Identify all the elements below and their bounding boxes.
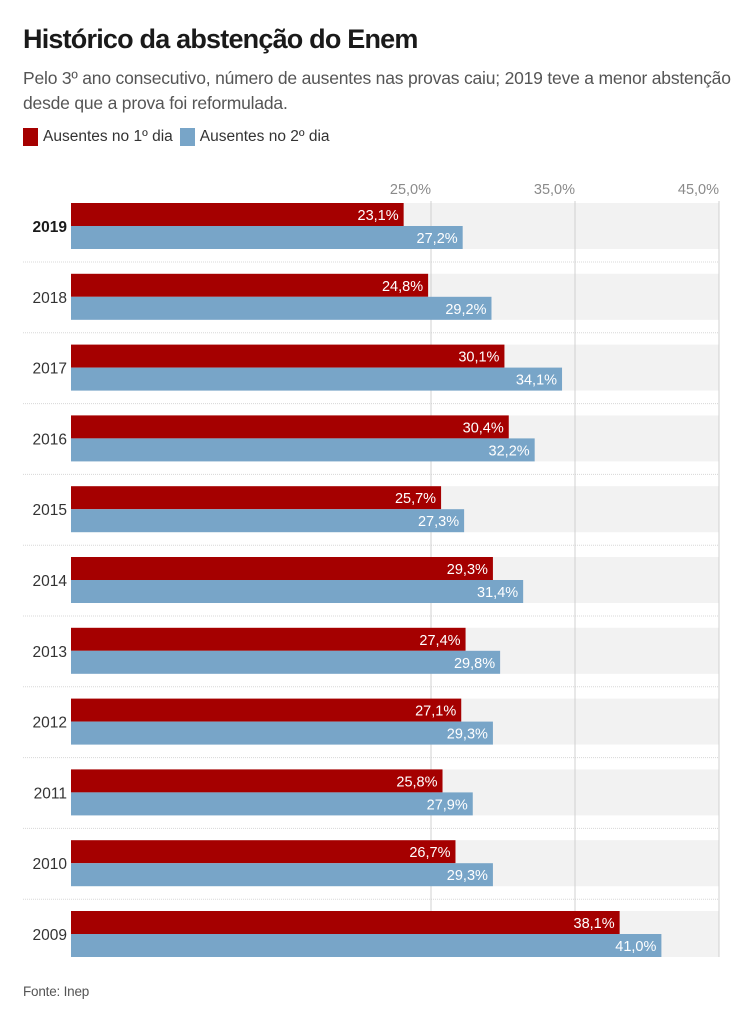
value-label-day2: 29,2%: [445, 302, 486, 318]
bar-day1: [71, 273, 429, 297]
legend-label-day1: Ausentes no 1º dia: [43, 128, 173, 145]
legend-swatch-day2: [179, 128, 195, 146]
value-label-day1: 25,7%: [395, 491, 436, 507]
value-label-day2: 31,4%: [477, 585, 518, 601]
bar-day2: [71, 792, 473, 816]
bar-day2: [71, 580, 524, 603]
x-tick-label: 45,0%: [678, 182, 719, 198]
bar-day1: [71, 486, 442, 510]
value-label-day1: 30,4%: [463, 420, 504, 436]
bar-day1: [71, 911, 620, 934]
bar-day2: [71, 721, 493, 745]
bar-day2: [71, 934, 662, 957]
bar-day1: [71, 415, 509, 439]
legend-label-day2: Ausentes no 2º dia: [199, 128, 330, 145]
bar-day2: [71, 226, 463, 249]
value-label-day1: 24,8%: [382, 279, 423, 295]
value-label-day1: 30,1%: [458, 350, 499, 366]
year-label: 2017: [33, 361, 67, 378]
value-label-day2: 29,8%: [454, 656, 495, 672]
bar-day2: [71, 296, 492, 320]
value-label-day1: 25,8%: [396, 774, 437, 790]
value-label-day2: 34,1%: [516, 373, 557, 389]
value-label-day1: 27,1%: [415, 704, 456, 720]
x-tick-label: 25,0%: [390, 182, 431, 198]
value-label-day2: 41,0%: [615, 939, 656, 955]
bar-day1: [71, 698, 462, 722]
value-label-day1: 27,4%: [419, 633, 460, 649]
value-label-day2: 29,3%: [447, 868, 488, 884]
year-label: 2019: [33, 219, 68, 236]
value-label-day1: 38,1%: [574, 916, 615, 932]
value-label-day1: 23,1%: [358, 208, 399, 224]
bar-day2: [71, 863, 493, 887]
year-label: 2013: [33, 644, 67, 661]
bar-day1: [71, 627, 466, 651]
bar-day1: [71, 203, 404, 226]
year-label: 2014: [33, 573, 68, 590]
bar-day1: [71, 769, 443, 793]
legend-item-day2: Ausentes no 2º dia: [179, 128, 330, 146]
bar-day2: [71, 438, 535, 462]
value-label-day1: 29,3%: [447, 562, 488, 578]
legend-swatch-day1: [23, 128, 38, 146]
x-tick-label: 35,0%: [534, 182, 575, 198]
year-label: 2015: [33, 502, 67, 519]
year-label: 2012: [33, 715, 67, 732]
year-label: 2018: [33, 290, 67, 307]
year-label: 2009: [33, 927, 67, 944]
bar-day2: [71, 650, 501, 674]
bar-day1: [71, 840, 456, 864]
chart-title: Histórico da abstenção do Enem: [23, 24, 418, 54]
value-label-day2: 29,3%: [447, 727, 488, 743]
bar-day2: [71, 509, 465, 533]
value-label-day2: 27,9%: [427, 797, 468, 813]
bar-day1: [71, 344, 505, 368]
value-label-day2: 32,2%: [489, 443, 530, 459]
value-label-day1: 26,7%: [409, 845, 450, 861]
chart-subtitle: Pelo 3º ano consecutivo, número de ausen…: [23, 68, 731, 113]
year-label: 2011: [34, 785, 67, 802]
value-label-day2: 27,3%: [418, 514, 459, 530]
legend: Ausentes no 1º dia Ausentes no 2º dia: [23, 128, 337, 146]
value-label-day2: 27,2%: [417, 231, 458, 247]
bar-day1: [71, 557, 493, 580]
source-note: Fonte: Inep: [23, 984, 90, 999]
bar-day2: [71, 367, 563, 391]
year-label: 2010: [33, 856, 68, 873]
legend-item-day1: Ausentes no 1º dia: [23, 128, 173, 146]
year-label: 2016: [33, 431, 67, 448]
